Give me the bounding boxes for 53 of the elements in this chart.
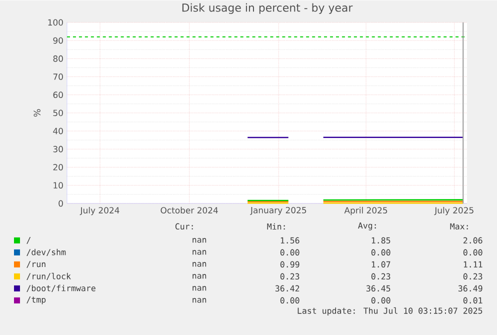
y-tick-label: 20 (53, 164, 63, 170)
text: nan (192, 274, 206, 279)
text: Min: (267, 223, 285, 230)
y-tick-label: 60 (53, 91, 63, 98)
text: 0.23 (280, 273, 300, 280)
text: Cur: (175, 223, 193, 230)
x-tick-label: July 2024 (80, 206, 120, 215)
y-tick-label: 50 (53, 110, 63, 116)
chart-title: Disk usage in percent - by year (182, 3, 353, 14)
text: 1.11 (464, 261, 482, 268)
text: 0.01 (463, 297, 482, 304)
y-tick-label: 80 (53, 55, 63, 62)
text: 36.42 (275, 285, 300, 292)
text: 0.99 (280, 261, 300, 268)
text: 1.85 (372, 237, 390, 244)
legend-label: / (26, 236, 31, 244)
legend-label: /run/lock (26, 272, 71, 280)
x-tick-label: July 2025 (434, 206, 474, 215)
text: 36.45 (366, 285, 390, 292)
text: 1.56 (280, 237, 300, 244)
x-tick-label: January 2025 (250, 206, 306, 215)
y-tick-label: 100 (48, 19, 63, 26)
text: 1.07 (372, 261, 390, 268)
text: 0.00 (280, 249, 300, 256)
legend-label: /tmp (26, 296, 46, 304)
x-tick-label: April 2025 (344, 206, 388, 215)
text: 0.00 (371, 249, 390, 256)
text: 0.23 (371, 273, 390, 280)
text: nan (192, 250, 206, 255)
text: nan (192, 238, 206, 243)
text: 2.06 (464, 237, 482, 244)
text: 0.00 (280, 297, 300, 304)
legend-label: /run (26, 260, 46, 268)
text: 36.49 (458, 285, 482, 292)
x-tick-label: October 2024 (160, 206, 218, 214)
y-tick-label: 10 (54, 182, 63, 188)
text: nan (192, 286, 206, 291)
text: Last update: Thu Jul 10 03:15:07 2025 (298, 307, 482, 316)
y-axis-title: % (34, 108, 40, 116)
text: 0.00 (371, 297, 390, 304)
y-tick-label: 0 (58, 200, 63, 206)
y-tick-label: 40 (53, 128, 63, 134)
text: nan (192, 262, 206, 267)
text: nan (192, 298, 206, 303)
y-tick-label: 30 (53, 146, 63, 152)
text: Max: (450, 223, 468, 230)
y-tick-label: 90 (53, 37, 63, 44)
legend-label: /boot/firmware (26, 284, 96, 292)
y-tick-label: 70 (53, 73, 63, 80)
text: 0.00 (463, 249, 482, 256)
legend-label: /dev/shm (26, 248, 66, 256)
text: Avg: (358, 222, 376, 230)
text: 0.23 (463, 273, 482, 280)
